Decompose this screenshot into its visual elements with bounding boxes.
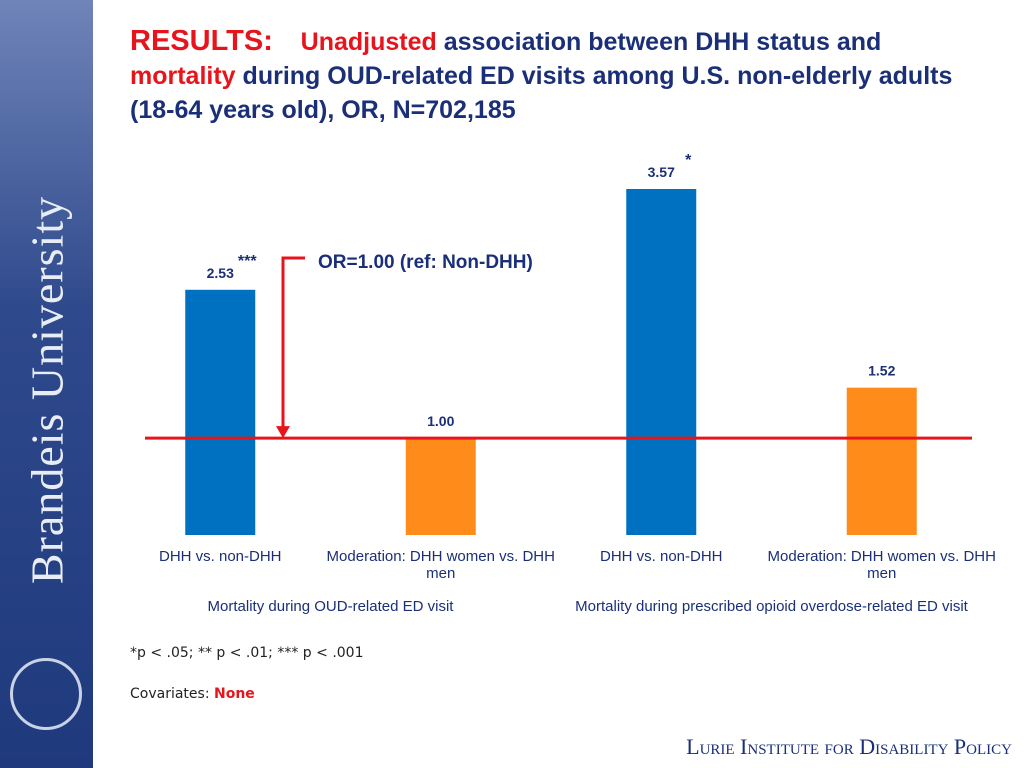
reference-label: OR=1.00 (ref: Non-DHH) (318, 252, 533, 273)
significance: * (685, 152, 692, 169)
seal (10, 658, 82, 730)
side-band (0, 0, 93, 768)
significance: *** (238, 253, 257, 270)
bar (405, 438, 476, 535)
bar (626, 189, 697, 535)
title-part: mortality (130, 62, 236, 90)
covariates: Covariates: None (130, 686, 255, 702)
bar (846, 387, 917, 535)
covariates-label: Covariates: (130, 686, 210, 702)
reference-arrow (281, 256, 305, 429)
x-tick-label: Moderation: DHH women vs. DHH men (767, 548, 996, 582)
title-part: during OUD-related ED visits among U.S. … (130, 62, 953, 124)
x-tick-label: DHH vs. non-DHH (158, 548, 282, 565)
value-label: 1.52 (868, 363, 895, 379)
x-tick-label: DHH vs. non-DHH (599, 548, 723, 565)
covariates-value: None (214, 686, 255, 702)
value-label: 3.57 (648, 164, 675, 180)
bar (185, 289, 256, 535)
value-label: 1.00 (427, 413, 454, 429)
arrow-head (276, 426, 290, 439)
footnote: *p < .05; ** p < .01; *** p < .001 (130, 645, 364, 661)
title-part: Unadjusted (300, 28, 437, 56)
title-part: RESULTS: (130, 25, 273, 57)
group-label: Mortality during OUD-related ED visit (207, 598, 454, 615)
value-label: 2.53 (207, 265, 234, 281)
group-label: Mortality during prescribed opioid overd… (575, 598, 968, 615)
institute-name: Lurie Institute for Disability Policy (686, 734, 1012, 759)
title: RESULTS: Unadjusted association between … (130, 24, 960, 127)
title-part: association between DHH status and (443, 28, 882, 56)
x-tick-label: Moderation: DHH women vs. DHH men (326, 548, 555, 582)
